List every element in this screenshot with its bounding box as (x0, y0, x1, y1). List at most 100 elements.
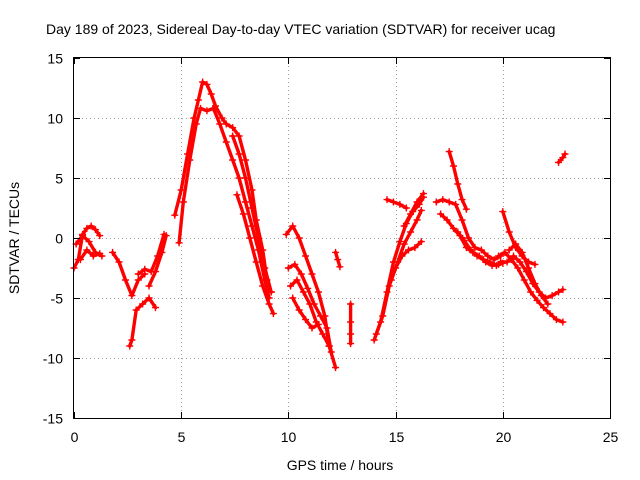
data-point (432, 198, 440, 206)
data-point (559, 318, 567, 326)
series-pass-d4 (289, 294, 322, 332)
data-point (512, 240, 520, 248)
data-point (497, 258, 505, 266)
data-point (194, 96, 202, 104)
data-point (289, 294, 297, 302)
data-point (235, 174, 243, 182)
series-pass-f2 (372, 238, 425, 338)
data-point (186, 156, 194, 164)
data-point (537, 292, 545, 300)
data-point (389, 198, 397, 206)
data-point (141, 265, 149, 273)
data-point (332, 248, 340, 256)
data-point (458, 216, 466, 224)
data-point (239, 210, 247, 218)
data-point (499, 208, 507, 216)
series-pass-e1 (347, 300, 355, 348)
data-point (383, 196, 391, 204)
data-point (319, 330, 327, 338)
series-trace (177, 106, 271, 300)
data-point (145, 282, 153, 290)
axis-ticks (74, 58, 611, 419)
data-point (402, 204, 410, 212)
series-pass-h1 (495, 248, 567, 326)
data-point (525, 264, 533, 272)
series-pass-a3 (76, 246, 104, 264)
x-tick-label: 5 (178, 429, 186, 445)
series-trace (110, 250, 147, 298)
data-point (407, 228, 415, 236)
data-point (196, 104, 204, 112)
series-pass-b1 (109, 248, 149, 300)
data-point (404, 246, 412, 254)
x-tick-labels: 0 5 10 15 20 25 (71, 429, 619, 445)
data-point (304, 284, 312, 292)
series-pass-b2 (134, 230, 168, 278)
data-point (199, 78, 207, 86)
data-point (252, 258, 260, 266)
data-point (229, 156, 237, 164)
data-point (299, 288, 307, 296)
data-point (306, 300, 314, 308)
data-point (267, 288, 275, 296)
grid (74, 58, 610, 418)
data-point (471, 244, 479, 252)
data-point (394, 258, 402, 266)
series-pass-i1 (555, 150, 569, 166)
y-axis-label: SDTVAR / TECUs (6, 182, 22, 294)
data-point (91, 226, 99, 234)
y-tick-label: -10 (43, 351, 63, 367)
data-point (473, 252, 481, 260)
data-point (83, 246, 91, 254)
data-point (387, 276, 395, 284)
data-point (347, 340, 355, 348)
data-point (503, 258, 511, 266)
data-point (540, 304, 548, 312)
data-point (203, 80, 211, 88)
data-point (396, 200, 404, 208)
data-point (490, 256, 498, 264)
data-point (87, 222, 95, 230)
data-point (445, 198, 453, 206)
data-layer (70, 78, 569, 372)
data-point (396, 238, 404, 246)
data-point (96, 232, 104, 240)
data-point (449, 162, 457, 170)
data-point (531, 280, 539, 288)
data-point (128, 336, 136, 344)
data-point (145, 294, 153, 302)
data-point (134, 276, 142, 284)
data-point (229, 132, 237, 140)
data-point (323, 324, 331, 332)
data-point (317, 312, 325, 320)
data-point (400, 240, 408, 248)
data-point (527, 288, 535, 296)
data-point (233, 191, 241, 199)
data-point (452, 200, 460, 208)
data-point (347, 330, 355, 338)
data-point (325, 342, 333, 350)
data-point (134, 270, 142, 278)
series-trace (402, 191, 426, 228)
data-point (162, 232, 170, 240)
x-tick-label: 0 (71, 429, 79, 445)
data-point (179, 198, 187, 206)
data-point (192, 120, 200, 128)
data-point (282, 230, 290, 238)
data-point (413, 216, 421, 224)
data-point (235, 150, 243, 158)
data-point (514, 264, 522, 272)
data-point (454, 228, 462, 236)
data-point (419, 190, 427, 198)
data-point (287, 282, 295, 290)
y-tick-label: -5 (51, 291, 64, 307)
data-point (417, 206, 425, 214)
data-point (484, 252, 492, 260)
data-point (533, 296, 541, 304)
series-trace (78, 248, 102, 262)
x-tick-label: 10 (281, 429, 297, 445)
data-point (314, 288, 322, 296)
data-point (334, 256, 342, 264)
data-point (207, 90, 215, 98)
